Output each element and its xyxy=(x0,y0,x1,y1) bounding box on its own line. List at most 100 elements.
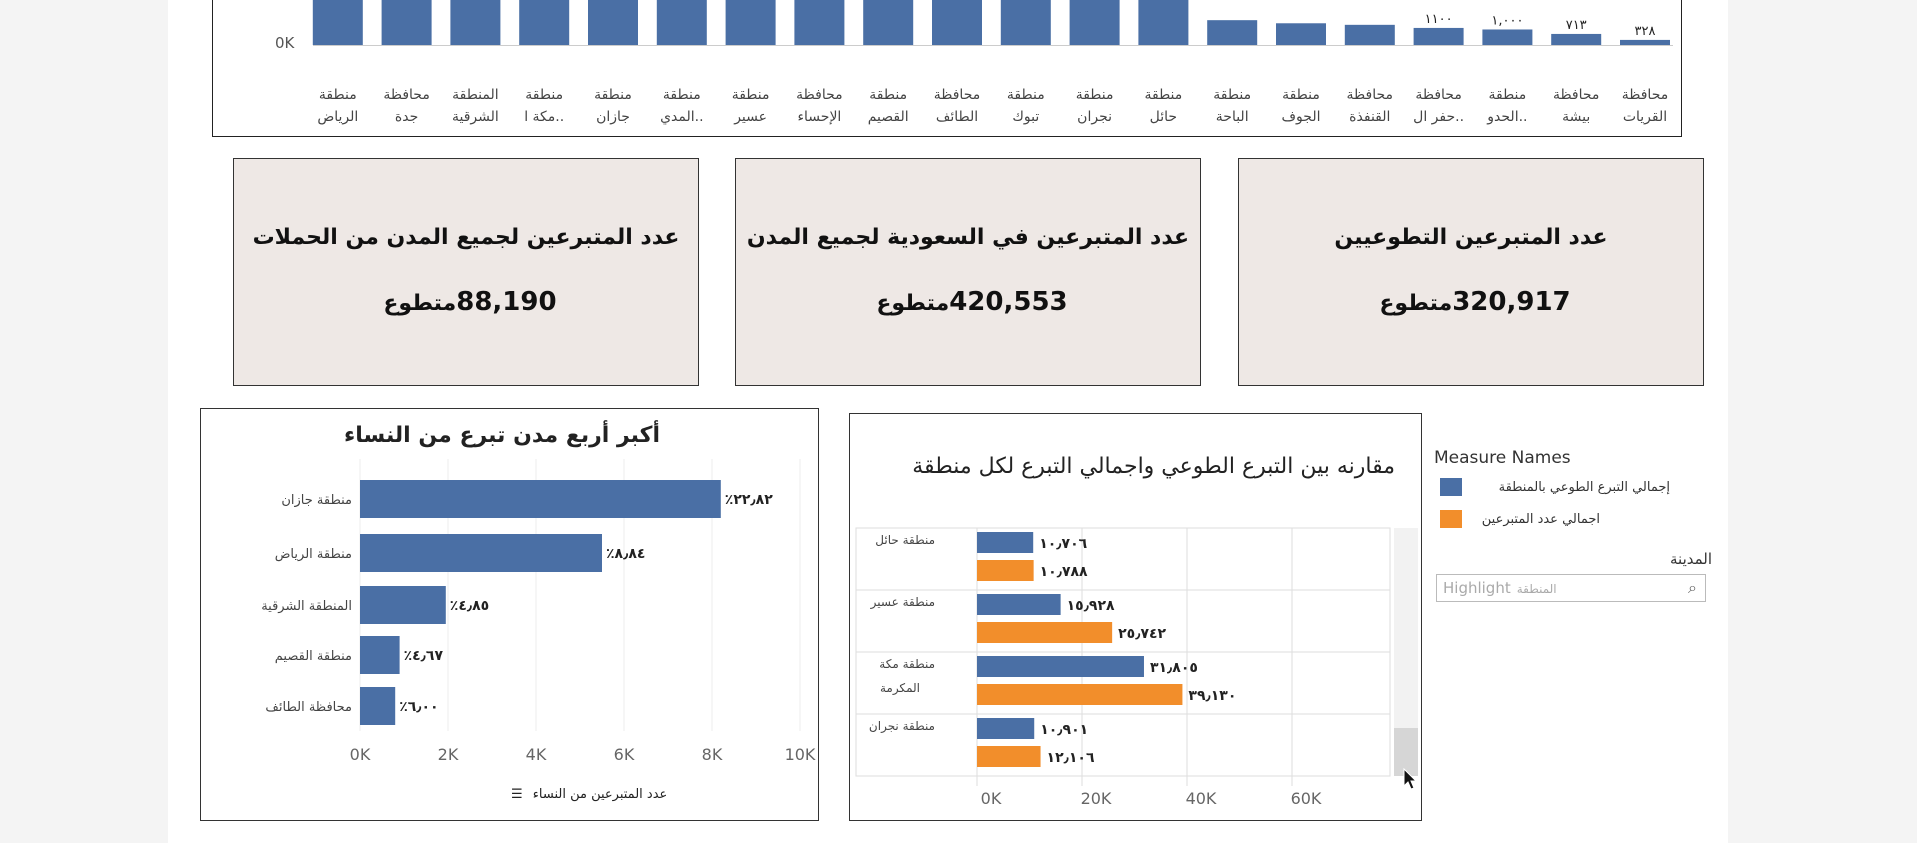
total-bar[interactable] xyxy=(977,560,1034,581)
comparison-chart-title: مقارنه بين التبرع الطوعي واجمالي التبرع … xyxy=(912,454,1395,479)
top-bar[interactable] xyxy=(1482,29,1533,45)
comparison-row-label-2: المكرمة xyxy=(880,681,920,696)
top-bar-value: ٧١٣ xyxy=(1566,18,1587,33)
legend-item-voluntary[interactable]: إجمالي التبرع الطوعي بالمنطقة xyxy=(1440,476,1670,498)
total-bar[interactable] xyxy=(977,684,1183,705)
top-x-label: المنطقة الشرقية xyxy=(451,87,499,125)
women-bar[interactable] xyxy=(360,636,400,674)
legend-swatch xyxy=(1440,478,1462,496)
top-bar[interactable] xyxy=(1276,23,1326,45)
top-bar[interactable] xyxy=(932,0,982,45)
total-bar[interactable] xyxy=(977,622,1113,643)
top-x-label: منطقة الجوف xyxy=(1281,87,1321,125)
y-axis-tick: 0K xyxy=(275,34,295,52)
women-bar-value: ٪٦٫٠٠ xyxy=(399,699,438,715)
kpi-value: 420,553 xyxy=(949,287,1068,317)
total-bar-value: ١٢٫١٠٦ xyxy=(1047,750,1095,766)
legend-swatch xyxy=(1440,510,1462,528)
comparison-x-tick: 0K xyxy=(981,789,1002,808)
voluntary-bar-value: ١٥٫٩٢٨ xyxy=(1067,598,1115,614)
top-bar[interactable] xyxy=(725,0,776,45)
comparison-row-label: منطقة عسير xyxy=(870,595,935,610)
voluntary-bar-value: ١٠٫٧٠٦ xyxy=(1039,536,1087,552)
top-bar[interactable] xyxy=(312,0,363,45)
top-bar[interactable] xyxy=(1413,27,1464,45)
top-x-label: محافظة الطائف xyxy=(933,87,981,125)
women-bar-label: منطقة القصيم xyxy=(275,649,352,664)
top-bar[interactable] xyxy=(381,0,432,45)
top-x-label: منطقة جازان xyxy=(594,87,632,125)
women-chart-title: أكبر أربع مدن تبرع من النساء xyxy=(344,423,660,448)
comparison-x-tick: 40K xyxy=(1186,789,1217,808)
comparison-scrollbar-thumb[interactable] xyxy=(1394,728,1418,776)
kpi-title: عدد المتبرعين التطوعيين xyxy=(1334,225,1608,250)
total-bar-value: ٣٩٫١٣٠ xyxy=(1188,688,1236,704)
women-bar-label: المنطقة الشرقية xyxy=(261,599,352,614)
top-x-label: منطقة القصيم xyxy=(867,87,909,125)
top-x-label: منطقة المدي.. xyxy=(660,87,704,125)
comparison-x-tick: 20K xyxy=(1081,789,1112,808)
top-bar[interactable] xyxy=(863,0,914,45)
women-bar[interactable] xyxy=(360,480,721,518)
kpi-value-row: 88,190متطوع xyxy=(234,287,698,317)
legend-label: إجمالي التبرع الطوعي بالمنطقة xyxy=(1498,479,1670,495)
women-x-tick: 0K xyxy=(350,745,371,764)
kpi-card-campaigns: عدد المتبرعين لجميع المدن من الحملات 88,… xyxy=(233,158,699,386)
top-bar[interactable] xyxy=(1069,0,1120,45)
kpi-card-voluntary: عدد المتبرعين التطوعيين 320,917متطوع xyxy=(1238,158,1704,386)
legend-label: اجمالي عدد المتبرعين xyxy=(1481,511,1600,527)
mouse-cursor-icon xyxy=(1403,768,1418,790)
comparison-row-label: منطقة نجران xyxy=(869,719,935,734)
top-x-label: محافظة بيشة xyxy=(1552,87,1600,125)
top-x-label: منطقة مكة ا.. xyxy=(524,87,565,125)
search-icon[interactable]: ⌕ xyxy=(1688,578,1697,597)
top-bar[interactable] xyxy=(1551,33,1602,45)
women-bar-label: منطقة الرياض xyxy=(275,547,352,562)
top-x-label: منطقة تبوك xyxy=(1006,87,1045,125)
sort-icon[interactable]: ☰ xyxy=(511,787,523,802)
women-x-tick: 2K xyxy=(438,745,459,764)
kpi-value: 88,190 xyxy=(456,287,557,317)
top-bar[interactable] xyxy=(450,0,501,45)
top-bar[interactable] xyxy=(656,0,707,45)
top-x-label: محافظة جدة xyxy=(383,87,430,125)
comparison-row-label: منطقة مكة xyxy=(879,657,935,671)
top-bar[interactable] xyxy=(1620,39,1670,45)
top-x-label: محافظة القريات xyxy=(1621,87,1669,125)
top-x-label: منطقة عسير xyxy=(731,87,770,125)
legend-item-total[interactable]: اجمالي عدد المتبرعين xyxy=(1440,508,1670,530)
top-bar[interactable] xyxy=(1138,0,1189,45)
highlight-search-input[interactable]: Highlight المنطقة ⌕ xyxy=(1436,574,1706,602)
top-x-label: منطقة الباحة xyxy=(1213,87,1252,125)
voluntary-bar[interactable] xyxy=(977,532,1034,553)
voluntary-bar[interactable] xyxy=(977,656,1144,677)
voluntary-bar[interactable] xyxy=(977,718,1035,739)
voluntary-bar[interactable] xyxy=(977,594,1061,615)
top-bar[interactable] xyxy=(1344,24,1395,45)
kpi-title: عدد المتبرعين في السعودية لجميع المدن xyxy=(746,225,1190,250)
top-bar[interactable] xyxy=(1000,0,1051,45)
top-bar[interactable] xyxy=(519,0,570,45)
women-x-tick: 6K xyxy=(614,745,635,764)
women-bar-value: ٪٨٫٨٤ xyxy=(606,546,645,562)
legend-title: Measure Names xyxy=(1434,448,1571,468)
women-axis-title[interactable]: عدد المتبرعين من النساء ☰ xyxy=(511,787,667,802)
women-bar[interactable] xyxy=(360,586,446,624)
top-bar-value: ٣٢٨ xyxy=(1635,24,1656,39)
women-chart-plot: 0K 2K 4K 6K 8K 10K منطقة جازان ٪٢٢٫٨٢ منطقة الري… xyxy=(261,459,816,764)
total-bar[interactable] xyxy=(977,746,1041,767)
total-bar-value: ١٠٫٧٨٨ xyxy=(1040,564,1088,580)
kpi-unit: متطوع xyxy=(876,291,950,316)
women-bar-value: ٪٤٫٦٧ xyxy=(404,648,444,664)
women-bar[interactable] xyxy=(360,534,602,572)
top-bar[interactable] xyxy=(588,0,638,45)
women-x-tick: 8K xyxy=(702,745,723,764)
comparison-chart: مقارنه بين التبرع الطوعي واجمالي التبرع … xyxy=(849,413,1422,821)
top-bar[interactable] xyxy=(1207,20,1258,45)
top-bar[interactable] xyxy=(794,0,845,45)
comparison-chart-plot: 0K 20K 40K 60K منطقة حائل ١٠٫٧٠٦ ١٠٫٧٨٨ منطقة ع… xyxy=(855,527,1418,808)
women-bar-label: محافظة الطائف xyxy=(265,700,352,715)
women-bar[interactable] xyxy=(360,687,396,725)
top-x-label: منطقة حائل xyxy=(1144,87,1183,125)
top-x-label: منطقة الرياض xyxy=(317,87,359,125)
